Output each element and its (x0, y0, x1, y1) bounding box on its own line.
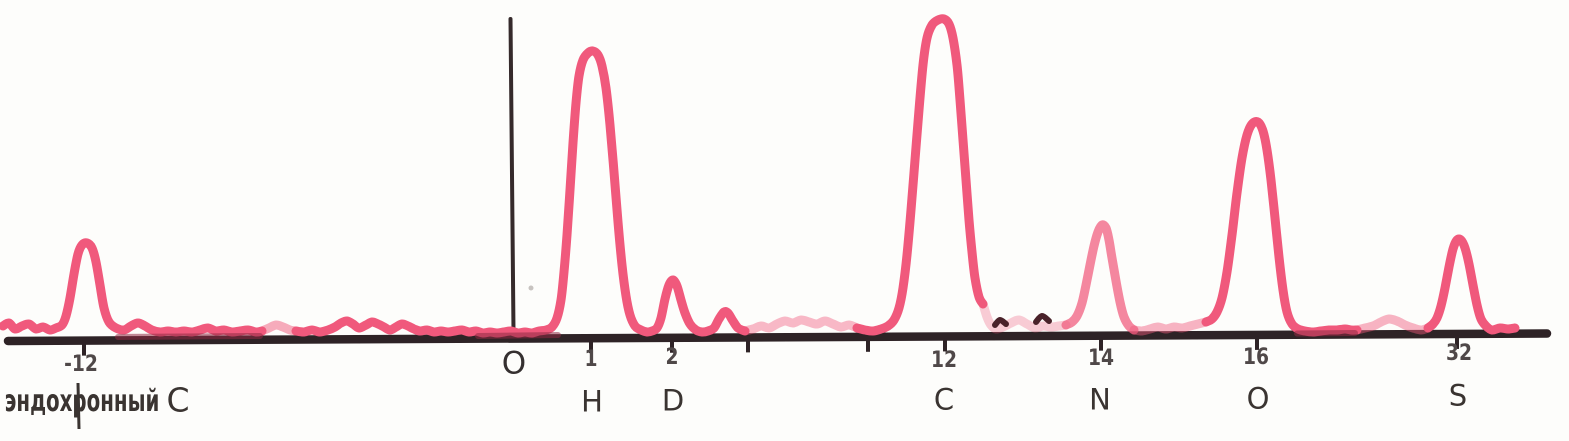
spectrum-trace-segment-10 (1423, 234, 1520, 335)
spectrum-trace-segment-8 (1201, 116, 1362, 337)
trace-axis-overlap-0 (115, 333, 263, 340)
baseline-speck-0 (992, 317, 1009, 328)
spectrum-trace-segment-1 (257, 320, 301, 336)
baseline-speck-1 (1033, 313, 1052, 325)
spectrum-trace-segment-6 (1061, 220, 1139, 335)
spectrum-trace-segment-2 (291, 46, 750, 338)
spectrum-trace-segment-7 (1129, 317, 1211, 336)
stray-dot (528, 285, 534, 291)
y-axis-line (508, 17, 516, 333)
spectrum-trace-segment-4 (852, 14, 988, 336)
trace-axis-overlap-2 (1294, 330, 1358, 337)
spectrum-trace-segment-9 (1352, 314, 1433, 335)
trace-axis-overlap-1 (475, 332, 561, 339)
spectrum-trace-segment-0 (0, 238, 267, 337)
annotation-dash (76, 382, 81, 430)
spectrum-trace-segment-3 (740, 315, 862, 336)
spectrum-trace-segment-5 (978, 299, 1071, 334)
x-axis-line (3, 329, 1552, 346)
